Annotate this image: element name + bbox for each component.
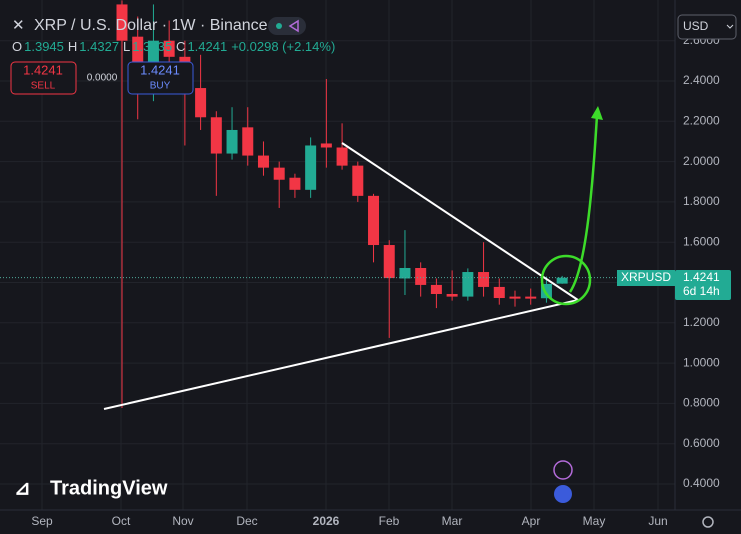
- candle-body: [257, 155, 269, 168]
- symbol: XRPUSD: [621, 270, 671, 284]
- candle-body: [305, 145, 317, 190]
- candle-body: [383, 245, 395, 279]
- candle-body: [195, 88, 207, 118]
- y-tick-label: 0.8000: [683, 396, 720, 410]
- candle-body: [320, 143, 332, 148]
- candle-body: [132, 36, 144, 75]
- chevron: [726, 24, 734, 29]
- candle-body: [116, 4, 128, 41]
- y-tick-label: 1.0000: [683, 355, 720, 369]
- ohlc-c-label: C: [176, 39, 185, 54]
- countdown: 6d 14h: [683, 284, 720, 298]
- price-tag: [675, 270, 731, 300]
- trendline: [103, 299, 579, 410]
- x-tick-label: Dec: [236, 514, 257, 528]
- sell-label: SELL: [31, 81, 56, 92]
- x-axis: Sep Oct Nov Dec 2026 Feb Mar Apr May Jun: [31, 514, 667, 528]
- y-tick-label: 1.6000: [683, 234, 720, 248]
- ohlc-line: O 1.3945 H 1.4327 L 1.3935 C 1.4241 +0.0298 (+2.…: [12, 39, 335, 54]
- ohlc-o-label: O: [12, 39, 22, 54]
- x-tick-label: 2026: [313, 514, 340, 528]
- candle-body: [525, 296, 537, 299]
- price: 1.4241: [683, 270, 720, 284]
- buy-button[interactable]: [127, 61, 194, 95]
- candle-body: [493, 286, 505, 299]
- y-tick-label: 0.4000: [683, 476, 720, 490]
- grid: [0, 0, 675, 510]
- candle-body: [273, 167, 285, 180]
- candle-body: [226, 129, 238, 154]
- y-tick-label: 1.2000: [683, 315, 720, 329]
- arrow-head: [591, 106, 603, 120]
- candles: [116, 0, 568, 409]
- candle-body: [415, 267, 427, 285]
- y-tick-label: 0.6000: [683, 436, 720, 450]
- event-icon[interactable]: [554, 485, 572, 503]
- ohlc-low: 1.3935: [132, 39, 172, 54]
- y-tick-label: 2.0000: [683, 154, 720, 168]
- arrow: [568, 114, 599, 293]
- y-tick-label: 2.2000: [683, 113, 720, 127]
- status-pill[interactable]: [268, 17, 306, 35]
- candle-body: [368, 195, 380, 246]
- candle-body: [446, 293, 458, 297]
- y-tick-label: 1.8000: [683, 194, 720, 208]
- settings-icon[interactable]: [702, 516, 714, 528]
- x-tick-label: Oct: [112, 514, 131, 528]
- x-tick-label: Apr: [522, 514, 541, 528]
- candle-body: [352, 165, 364, 196]
- spread: 0.0000: [87, 73, 118, 84]
- candle-body: [147, 40, 159, 75]
- chart-title: XRP / U.S. Dollar · 1W · Binance: [34, 17, 268, 34]
- brand: TradingView: [50, 477, 168, 499]
- candle-body: [478, 272, 490, 287]
- candle-body: [509, 296, 521, 299]
- ohlc-h-label: H: [68, 39, 77, 54]
- x-tick-label: Feb: [379, 514, 400, 528]
- sell-price: 1.4241: [23, 62, 63, 77]
- x-tick-label: Nov: [172, 514, 193, 528]
- share-icon: [288, 19, 299, 33]
- candle-body: [556, 277, 568, 284]
- ohlc-l-label: L: [123, 39, 130, 54]
- candle-body: [336, 147, 348, 166]
- symbol-tag: [617, 270, 675, 286]
- buy-price: 1.4241: [140, 62, 180, 77]
- candle-body: [540, 283, 552, 299]
- x-tick-label: Jun: [648, 514, 667, 528]
- candle-body: [462, 272, 474, 297]
- y-tick-label: 2.4000: [683, 73, 720, 87]
- ohlc-open: 1.3945: [24, 39, 64, 54]
- trendline: [341, 142, 579, 301]
- x-tick-label: Sep: [31, 514, 53, 528]
- ohlc-change: +0.0298 (+2.14%): [231, 39, 335, 54]
- status-dot: [276, 23, 282, 29]
- x-tick-label: Mar: [442, 514, 463, 528]
- candle-body: [399, 267, 411, 279]
- highlight-circle: [540, 254, 592, 306]
- buy-label: BUY: [150, 81, 171, 92]
- candle-body: [289, 177, 301, 190]
- time-axis: [0, 510, 741, 534]
- candle-body: [163, 40, 175, 57]
- currency-select[interactable]: [677, 14, 737, 40]
- candle-body: [210, 117, 222, 154]
- ohlc-high: 1.4327: [79, 39, 119, 54]
- x-tick-label: May: [583, 514, 606, 528]
- close-x[interactable]: ✕: [12, 17, 25, 34]
- logo-mark: ⊿: [14, 477, 31, 499]
- currency: USD: [683, 19, 709, 33]
- price-axis: [675, 0, 741, 534]
- sell-button[interactable]: [10, 61, 77, 95]
- ohlc-close: 1.4241: [187, 39, 227, 54]
- event-icon[interactable]: [553, 460, 573, 480]
- candle-body: [430, 284, 442, 294]
- candle-body: [242, 127, 254, 156]
